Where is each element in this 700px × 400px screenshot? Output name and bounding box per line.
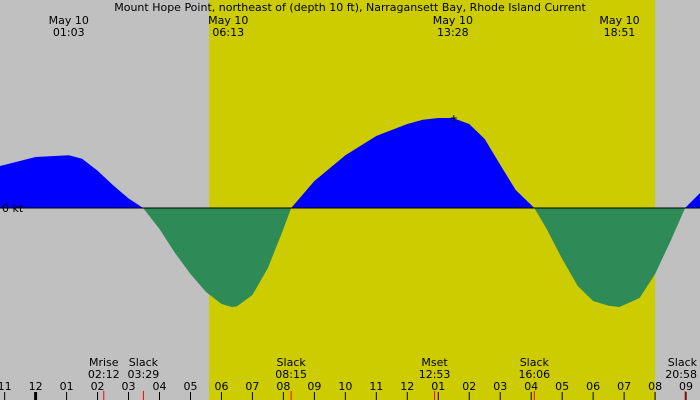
x-tick-label-7: 06 [214,380,228,393]
x-tick-label-19: 06 [586,380,600,393]
bottom-annotations: Mrise02:12Slack03:29Slack08:15Mset12:53S… [88,356,698,400]
x-tick-label-6: 05 [183,380,197,393]
bottom-annotation-label-0: Mrise [89,356,119,369]
x-tick-label-10: 09 [307,380,321,393]
x-tick-label-0: 11 [0,380,12,393]
x-tick-label-16: 03 [493,380,507,393]
bottom-annotation-label-3: Mset [421,356,448,369]
x-tick-label-9: 08 [276,380,290,393]
x-tick-label-3: 02 [91,380,105,393]
x-tick-label-2: 01 [60,380,74,393]
x-tick-label-20: 07 [617,380,631,393]
bottom-annotation-time-5: 20:58 [665,368,697,381]
x-tick-label-4: 03 [122,380,136,393]
bottom-annotation-label-1: Slack [129,356,159,369]
top-annotation-date-0: May 10 [49,14,89,27]
ebb-area-1 [143,208,292,307]
flood-area-2 [291,118,535,208]
flood-area-0 [0,155,144,208]
x-tick-label-8: 07 [245,380,259,393]
top-annotation-time-0: 01:03 [53,26,85,39]
top-annotation-time-1: 06:13 [212,26,244,39]
ebb-area-3 [534,208,686,307]
x-tick-label-17: 04 [524,380,538,393]
x-tick-label-13: 12 [400,380,414,393]
x-tick-label-22: 09 [679,380,693,393]
bottom-annotation-label-2: Slack [277,356,307,369]
bottom-annotation-label-4: Slack [520,356,550,369]
x-tick-label-5: 04 [153,380,167,393]
bottom-annotation-time-0: 02:12 [88,368,120,381]
x-axis-ticks: 11 12 01 02 03 04 05 06 07 08 09 10 11 12 01 02 03 04 05 06… [0,380,693,400]
chart-title: Mount Hope Point, northeast of (depth 10… [114,1,586,14]
top-annotation-time-2: 13:28 [437,26,469,39]
top-annotation-date-2: May 10 [433,14,473,27]
x-tick-label-14: 01 [431,380,445,393]
bottom-annotation-time-1: 03:29 [128,368,160,381]
bottom-annotation-label-5: Slack [668,356,698,369]
current-area-series [0,115,700,307]
top-annotation-date-3: May 10 [599,14,639,27]
x-tick-label-21: 08 [648,380,662,393]
x-tick-label-1: 12 [29,380,43,393]
zero-knot-label: 0 kt [2,202,24,215]
bottom-annotation-time-3: 12:53 [419,368,451,381]
bottom-annotation-time-4: 16:06 [518,368,550,381]
top-annotation-date-1: May 10 [208,14,248,27]
x-tick-label-18: 05 [555,380,569,393]
bottom-annotation-time-2: 08:15 [275,368,307,381]
x-tick-label-15: 02 [462,380,476,393]
x-tick-label-12: 11 [369,380,383,393]
x-tick-label-11: 10 [338,380,352,393]
flood-area-4 [685,193,700,208]
top-annotation-time-3: 18:51 [604,26,636,39]
